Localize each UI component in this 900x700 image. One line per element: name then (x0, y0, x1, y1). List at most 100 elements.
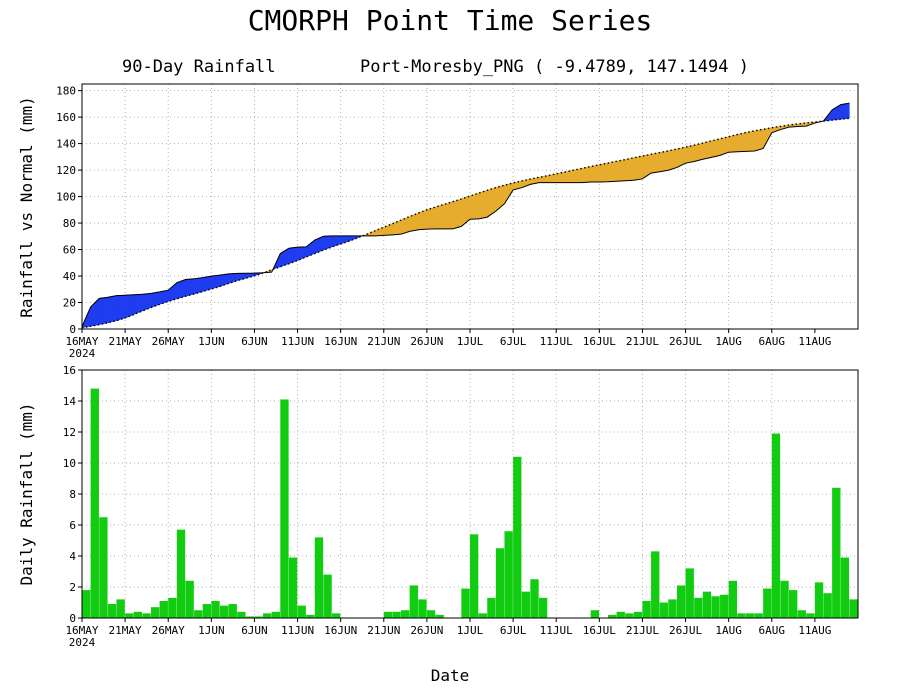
x-tick-label: 21JUL (626, 335, 659, 348)
daily-rain-bar (426, 610, 436, 618)
daily-rain-bar (461, 588, 470, 618)
daily-rain-bar (590, 610, 600, 618)
difference-fill (116, 294, 126, 321)
difference-fill (642, 154, 652, 180)
difference-fill (624, 157, 635, 182)
x-tick-label: 16JUN (324, 335, 357, 348)
difference-fill (383, 223, 393, 236)
daily-rain-bar (694, 597, 703, 618)
daily-rain-bar (401, 610, 410, 618)
x-tick-label: 21JUN (367, 624, 400, 637)
x-tick-label: 26JUN (410, 624, 443, 637)
daily-rain-bar (332, 613, 341, 618)
x-tick-label: 6JUL (500, 624, 527, 637)
daily-rain-bar (745, 613, 755, 618)
difference-fill (573, 168, 583, 183)
x-tick-label: 6AUG (759, 624, 786, 637)
x-tick-label: 21JUN (367, 335, 400, 348)
y-tick-label: 16 (63, 364, 76, 377)
x-tick-label: 11AUG (798, 624, 831, 637)
daily-rain-bar (521, 591, 531, 618)
daily-rain-bar (823, 593, 832, 618)
x-tick-label: 11JUN (281, 624, 314, 637)
x-tick-label: 1AUG (715, 335, 742, 348)
bottom-plot-frame (81, 369, 859, 619)
daily-rain-bar (685, 568, 694, 618)
difference-fill (668, 148, 678, 171)
x-tick-label: 1JUN (198, 624, 225, 637)
daily-rain-bar (625, 613, 634, 618)
difference-fill (754, 128, 764, 152)
daily-rain-bar (297, 605, 306, 618)
difference-fill (607, 161, 617, 183)
difference-fill (305, 239, 316, 258)
daily-rain-bar (470, 534, 479, 618)
daily-rain-bar (82, 590, 91, 618)
daily-rain-bar (651, 551, 660, 618)
difference-fill (443, 201, 454, 230)
difference-fill (538, 175, 548, 183)
daily-rain-bar (263, 613, 272, 618)
daily-rain-bar (383, 611, 393, 618)
difference-fill (331, 235, 341, 248)
y-tick-label: 0 (69, 612, 76, 625)
y-tick-label: 8 (69, 488, 76, 501)
x-tick-label: 16JUN (324, 624, 357, 637)
daily-rain-bar (607, 614, 617, 618)
y-tick-label: 0 (69, 323, 76, 336)
daily-rain-bar (219, 605, 229, 618)
x-tick-label: 16JUL (583, 624, 616, 637)
daily-rain-bar (487, 597, 496, 618)
daily-rain-bar (280, 399, 289, 618)
x-tick-label: 1AUG (715, 624, 742, 637)
daily-rain-bar (676, 585, 686, 618)
daily-rain-bar (504, 531, 513, 618)
difference-fill (728, 134, 738, 153)
daily-rain-bar (728, 580, 737, 618)
difference-fill (228, 273, 238, 284)
daily-rain-bar (780, 580, 789, 618)
difference-fill (167, 282, 178, 302)
daily-rain-bar (314, 537, 324, 618)
top-y-axis-label: Rainfall vs Normal (mm) (17, 96, 36, 318)
difference-fill (504, 182, 514, 205)
y-tick-label: 180 (56, 85, 76, 98)
x-tick-label: 26MAY (152, 335, 185, 348)
difference-fill (616, 159, 626, 182)
difference-fill (236, 272, 247, 281)
daily-rain-bar (789, 590, 798, 618)
x-tick-label: 1JUL (457, 624, 484, 637)
difference-fill (461, 195, 471, 227)
daily-rain-bar (840, 557, 850, 618)
difference-fill (297, 246, 307, 261)
daily-rain-bar (159, 600, 168, 618)
x-tick-label: 11JUL (540, 624, 573, 637)
x-tick-label: 16MAY (65, 624, 98, 637)
difference-fill (211, 274, 221, 290)
difference-fill (374, 226, 385, 237)
daily-rain-bar (702, 591, 712, 618)
daily-rain-bar (202, 604, 212, 618)
daily-rain-bar (668, 599, 677, 618)
difference-fill (486, 187, 497, 218)
daily-rain-bar (150, 607, 160, 618)
daily-rain-bar (763, 588, 772, 618)
difference-fill (702, 140, 712, 160)
difference-fill (581, 166, 591, 183)
top-plot-frame (81, 83, 859, 330)
daily-rain-bar (797, 610, 806, 618)
x-axis-label: Date (431, 666, 470, 685)
daily-rain-bar (814, 582, 824, 618)
daily-rain-bar (711, 596, 720, 618)
daily-rain-bar (513, 456, 522, 618)
daily-rain-bar (659, 602, 669, 618)
y-tick-label: 10 (63, 457, 76, 470)
y-tick-label: 14 (63, 395, 77, 408)
daily-rain-bar (392, 611, 401, 618)
x-tick-label: 21MAY (109, 335, 142, 348)
daily-rain-bar (737, 613, 746, 618)
y-tick-label: 20 (63, 297, 76, 310)
y-tick-label: 12 (63, 426, 76, 439)
bottom-y-axis-label: Daily Rainfall (mm) (17, 402, 36, 585)
